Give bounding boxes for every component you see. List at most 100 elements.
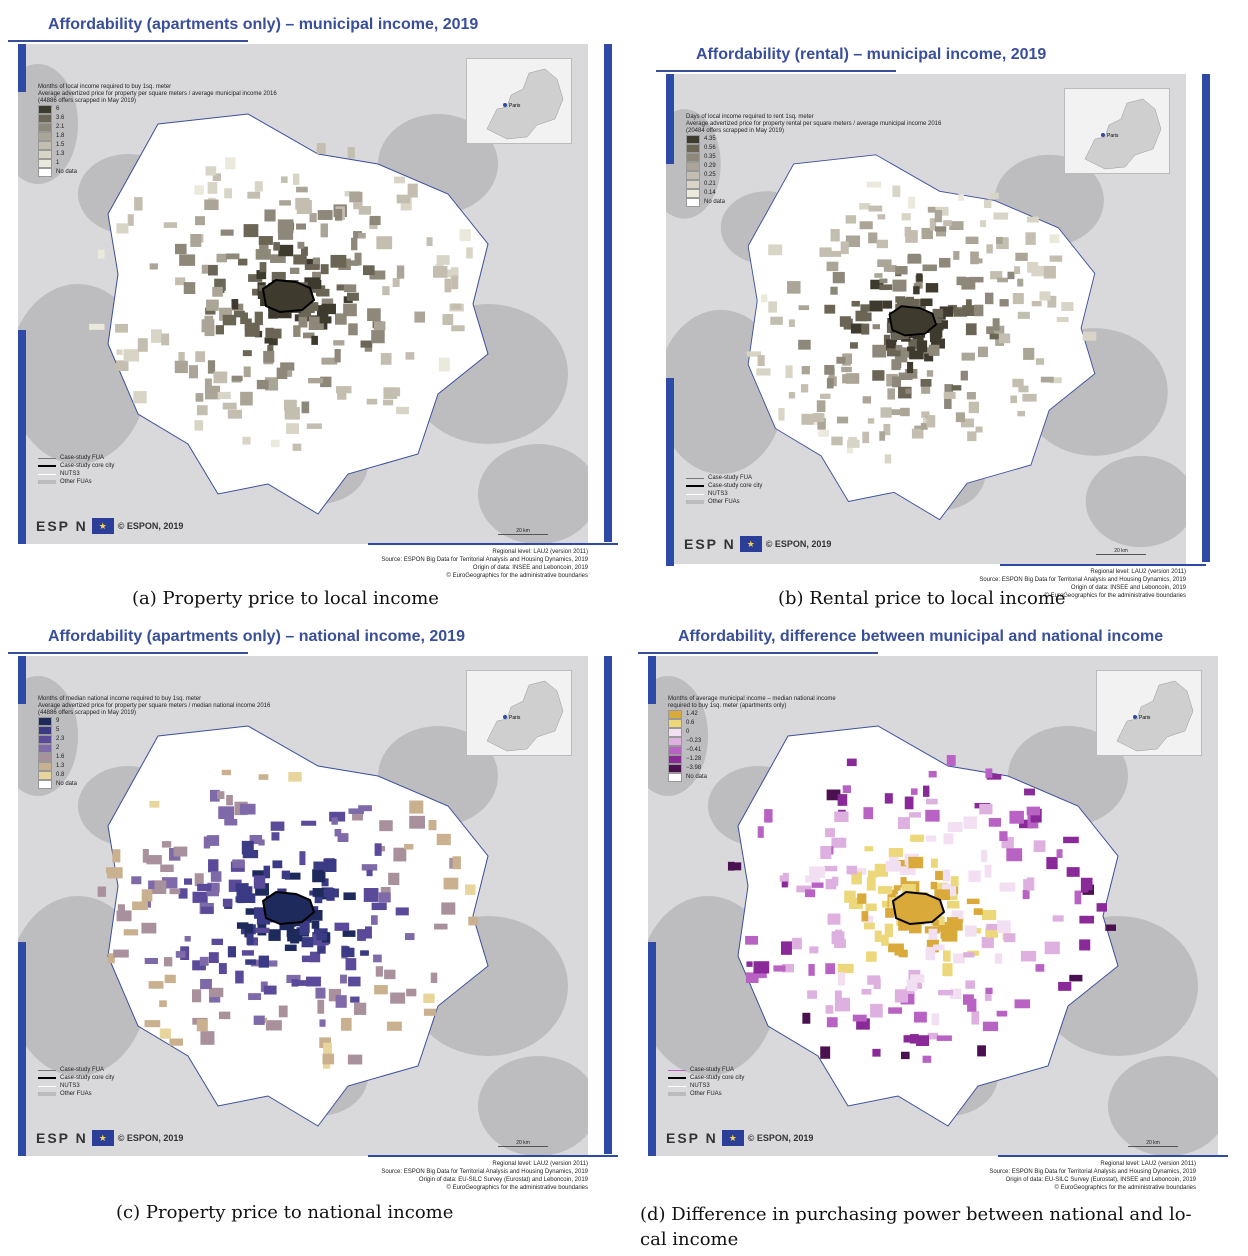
- fua-region-map: [666, 109, 1186, 548]
- municipality: [195, 351, 206, 363]
- legend-item: No data: [668, 773, 968, 782]
- municipality: [941, 320, 948, 329]
- municipality: [874, 930, 882, 943]
- line-legend-other: Other FUAs: [60, 479, 92, 485]
- map-panel-a: Affordability (apartments only) – munici…: [8, 10, 618, 610]
- municipality: [768, 244, 783, 256]
- legend-label: 5: [56, 727, 60, 733]
- scale-bar: 20 km: [1096, 548, 1146, 555]
- municipality: [112, 849, 121, 863]
- municipality: [312, 257, 321, 270]
- line-legend: Case-study FUA Case-study core city NUTS…: [668, 1066, 744, 1098]
- municipality: [349, 260, 359, 266]
- municipality: [831, 837, 847, 848]
- municipality: [277, 309, 292, 319]
- municipality: [857, 893, 867, 904]
- municipality: [885, 907, 895, 918]
- municipality: [349, 191, 363, 203]
- europe-inset-map: Paris: [1064, 88, 1170, 174]
- legend-swatch: [686, 198, 700, 207]
- municipality: [141, 922, 157, 934]
- municipality: [1023, 347, 1035, 360]
- municipality: [254, 311, 263, 326]
- municipality: [321, 303, 336, 315]
- municipality: [872, 344, 887, 358]
- municipality: [885, 861, 901, 872]
- municipality: [910, 788, 918, 795]
- color-legend: Days of local income required to rent 1s…: [686, 114, 986, 207]
- core-city-boundary: [261, 890, 316, 926]
- municipality: [312, 271, 322, 282]
- legend-label: −3.98: [686, 765, 702, 771]
- municipality: [832, 271, 845, 284]
- legend-label: −0.41: [686, 747, 702, 753]
- municipality: [999, 882, 1016, 892]
- municipality: [1033, 840, 1046, 853]
- municipality: [183, 282, 196, 295]
- municipality: [263, 865, 271, 879]
- municipality: [259, 242, 269, 255]
- municipality: [1009, 810, 1024, 824]
- municipality: [943, 220, 952, 227]
- municipality: [863, 807, 874, 820]
- municipality: [1001, 836, 1014, 849]
- municipality: [320, 223, 328, 238]
- municipality: [270, 254, 286, 264]
- municipality: [746, 351, 761, 357]
- municipality: [836, 356, 851, 364]
- europe-inset-shape: Paris: [467, 671, 571, 755]
- municipality: [929, 218, 937, 231]
- municipality: [367, 308, 381, 321]
- espon-wordmark: ESP N: [666, 1130, 718, 1146]
- source-note: Regional level: LAU2 (version 2011) Sour…: [381, 1160, 588, 1192]
- map-title: Affordability (apartments only) – munici…: [48, 16, 479, 33]
- municipality: [293, 173, 300, 185]
- municipality: [926, 415, 936, 428]
- municipality: [255, 249, 271, 260]
- municipality: [925, 946, 936, 961]
- municipality: [1007, 271, 1015, 280]
- municipality: [951, 385, 962, 391]
- municipality: [874, 863, 888, 877]
- municipality: [308, 377, 323, 384]
- municipality: [1047, 295, 1057, 308]
- municipality: [879, 278, 888, 284]
- map-area: Months of average municipal income – med…: [648, 656, 1218, 1156]
- municipality: [160, 864, 174, 872]
- municipality: [1046, 857, 1058, 870]
- municipality: [1074, 890, 1082, 905]
- municipality: [346, 292, 359, 301]
- legend-item: 9: [38, 717, 338, 726]
- municipality: [224, 188, 233, 199]
- map-panel-c: Affordability (apartments only) – nation…: [8, 622, 618, 1222]
- municipality: [245, 908, 260, 915]
- municipality: [764, 809, 773, 823]
- municipality: [222, 898, 233, 907]
- municipality: [227, 946, 237, 958]
- core-city-boundary: [888, 305, 938, 337]
- municipality: [194, 420, 204, 431]
- municipality: [314, 894, 323, 904]
- municipality: [310, 909, 323, 921]
- espon-logo: ESP N ★ © ESPON, 2019: [666, 1130, 813, 1146]
- municipality: [321, 878, 329, 887]
- municipality: [316, 932, 328, 941]
- municipality: [1026, 806, 1041, 816]
- municipality: [861, 911, 869, 922]
- eu-flag-icon: ★: [91, 1130, 114, 1146]
- municipality: [225, 157, 236, 170]
- legend-label: 0: [686, 729, 690, 735]
- municipality: [306, 302, 319, 312]
- legend-label: 0.35: [704, 154, 716, 160]
- legend-label: No data: [686, 774, 708, 780]
- municipality: [131, 876, 142, 885]
- caption-d-line-1: (d) Difference in purchasing power betwe…: [640, 1204, 1192, 1225]
- municipality: [808, 964, 815, 976]
- municipality: [920, 378, 932, 387]
- municipality: [934, 226, 947, 232]
- municipality: [159, 1000, 167, 1008]
- municipality: [948, 883, 957, 897]
- municipality: [841, 366, 852, 373]
- inset-city-label: Paris: [509, 715, 521, 721]
- municipality: [825, 828, 835, 838]
